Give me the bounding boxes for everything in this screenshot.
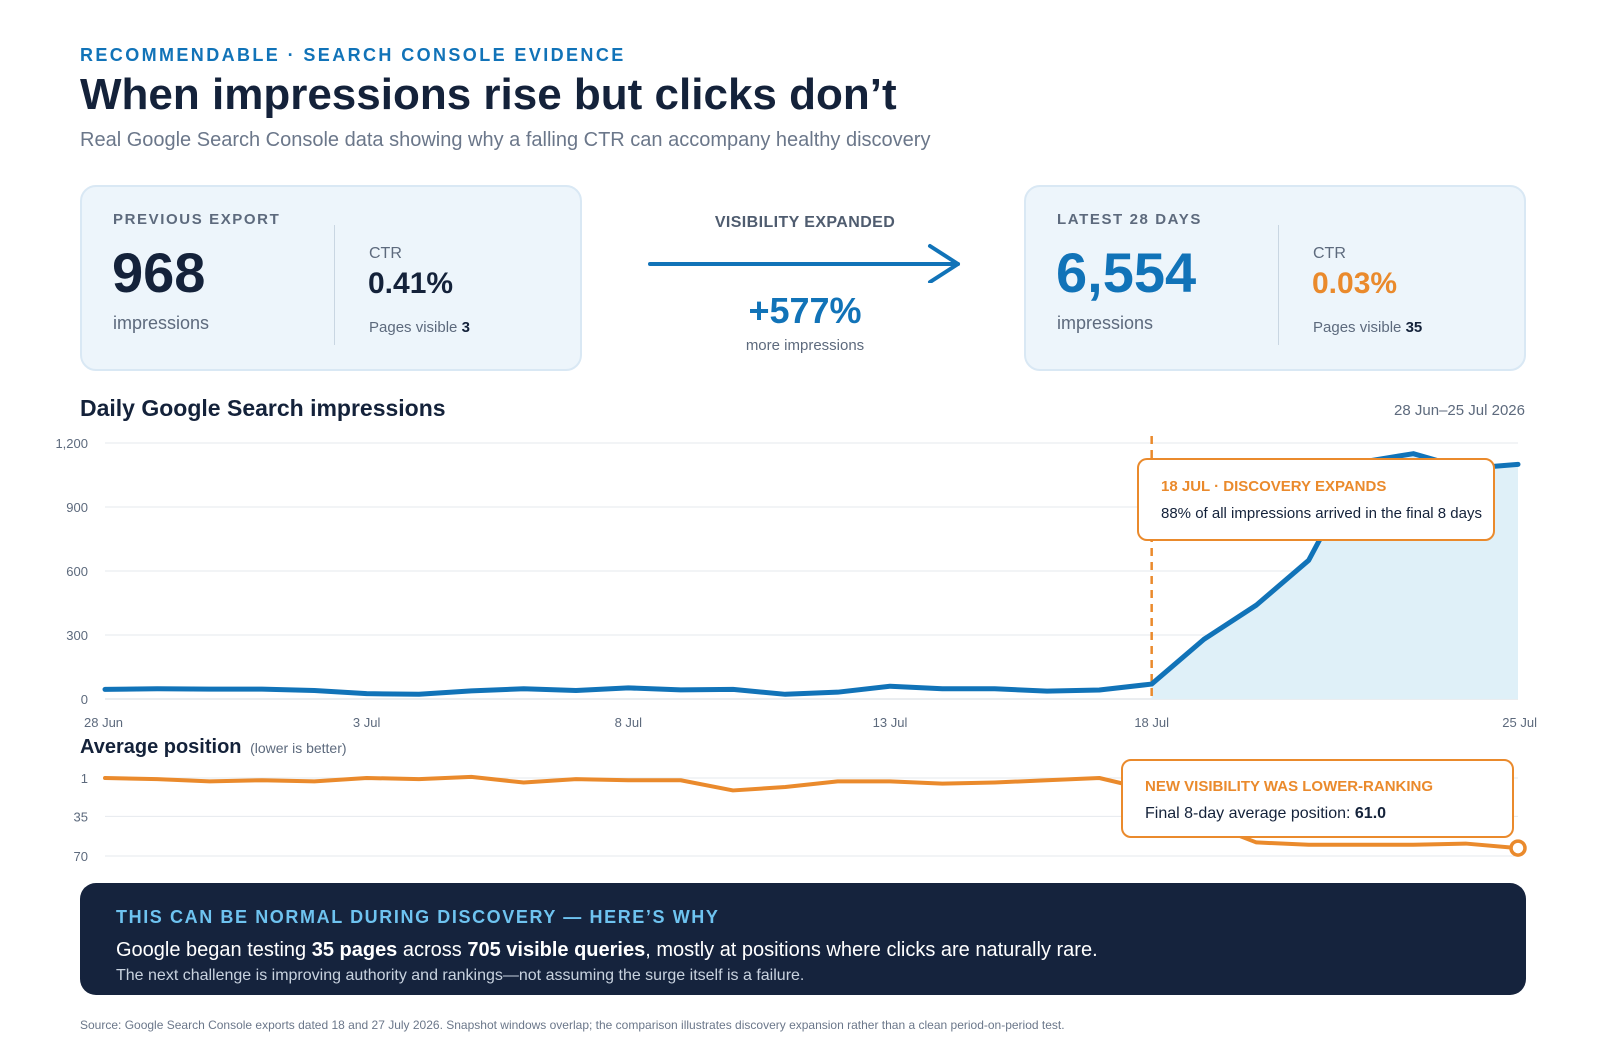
banner-main-mid: across	[397, 939, 468, 961]
impressions-y-tick-label: 1,200	[55, 436, 88, 451]
banner-queries-count: 705 visible queries	[467, 939, 646, 961]
banner-main-suffix: , mostly at positions where clicks are n…	[645, 939, 1098, 961]
impressions-x-tick-label: 25 Jul	[1502, 715, 1537, 730]
position-line	[103, 774, 1520, 851]
position-callout-value: 61.0	[1354, 805, 1387, 822]
impressions-x-tick-label: 3 Jul	[353, 715, 381, 730]
latest-pages-value: 35	[1405, 319, 1423, 336]
latest-ctr-label: CTR	[1313, 245, 1346, 262]
impressions-x-tick-label: 13 Jul	[873, 715, 908, 730]
impressions-date-range: 28 Jun–25 Jul 2026	[1394, 402, 1525, 419]
right-arrow-icon	[648, 244, 960, 283]
impressions-line	[102, 451, 1521, 697]
previous-impressions-unit: impressions	[113, 313, 210, 333]
previous-pages-label: Pages visible	[369, 319, 458, 336]
previous-label: PREVIOUS EXPORT	[113, 211, 281, 228]
impressions-y-tick-label: 600	[66, 564, 88, 579]
latest-pages-label: Pages visible	[1313, 319, 1402, 336]
banner-pages-count: 35 pages	[311, 939, 398, 961]
page-subtitle: Real Google Search Console data showing …	[80, 129, 931, 151]
latest-impressions: 6,554	[1056, 241, 1197, 304]
source-note: Source: Google Search Console exports da…	[80, 1018, 1065, 1032]
position-y-tick-label: 70	[74, 849, 88, 864]
banner-main-text: Google began testing 35 pages across 705…	[116, 939, 1098, 962]
charts-svg: 0 300 600 900 1,200 28 Jun 3 Jul 8 Jul 13 Jul 18 …	[55, 436, 1537, 864]
position-end-marker	[1509, 839, 1527, 857]
impressions-y-tick-label: 900	[66, 500, 88, 515]
impressions-x-tick-label: 28 Jun	[84, 715, 123, 730]
position-callout-heading: NEW VISIBILITY WAS LOWER-RANKING	[1145, 778, 1434, 795]
comparison-change-sub: more impressions	[745, 337, 865, 354]
impressions-y-tick-label: 0	[81, 692, 88, 707]
previous-pages-value: 3	[461, 319, 470, 336]
previous-ctr-label: CTR	[369, 245, 402, 262]
banner-sub-text: The next challenge is improving authorit…	[116, 967, 805, 984]
latest-impressions-unit: impressions	[1057, 313, 1154, 333]
previous-export-card: PREVIOUS EXPORT 968 impressions CTR 0.41…	[80, 185, 582, 371]
discovery-callout-text: 88% of all impressions arrived in the fi…	[1161, 505, 1482, 522]
impressions-x-tick-label: 18 Jul	[1134, 715, 1169, 730]
position-title-text: Average position	[80, 736, 242, 758]
previous-impressions: 968	[112, 241, 206, 304]
discovery-banner: THIS CAN BE NORMAL DURING DISCOVERY — HE…	[80, 883, 1526, 995]
card-divider	[1278, 225, 1279, 345]
latest-label: LATEST 28 DAYS	[1057, 211, 1202, 228]
discovery-callout-heading: 18 JUL · DISCOVERY EXPANDS	[1161, 478, 1387, 495]
page-title: When impressions rise but clicks don’t	[80, 70, 897, 119]
position-callout-label: Final 8-day average position:	[1145, 805, 1351, 822]
banner-main-prefix: Google began testing	[116, 939, 312, 961]
banner-heading: THIS CAN BE NORMAL DURING DISCOVERY — HE…	[116, 907, 720, 927]
comparison-label: VISIBILITY EXPANDED	[714, 214, 896, 231]
impressions-y-tick-label: 300	[66, 628, 88, 643]
previous-ctr-value: 0.41%	[368, 267, 454, 300]
latest-pages: Pages visible 35	[1313, 319, 1422, 336]
position-y-tick-label: 1	[81, 771, 88, 786]
position-chart-title: Average position (lower is better)	[80, 736, 347, 759]
previous-pages: Pages visible 3	[369, 319, 470, 336]
position-callout-text: Final 8-day average position: 61.0	[1145, 805, 1386, 823]
position-y-tick-label: 35	[74, 809, 88, 824]
card-divider	[334, 225, 335, 345]
latest-ctr-value: 0.03%	[1312, 267, 1398, 300]
eyebrow: RECOMMENDABLE · SEARCH CONSOLE EVIDENCE	[80, 45, 626, 65]
position-callout: NEW VISIBILITY WAS LOWER-RANKING Final 8…	[1121, 759, 1514, 838]
comparison-change: +577%	[748, 290, 862, 331]
impressions-chart-title: Daily Google Search impressions	[80, 395, 446, 421]
latest-28-days-card: LATEST 28 DAYS 6,554 impressions CTR 0.0…	[1024, 185, 1526, 371]
discovery-callout: 18 JUL · DISCOVERY EXPANDS 88% of all im…	[1137, 458, 1495, 541]
impressions-x-tick-label: 8 Jul	[615, 715, 643, 730]
position-title-note: (lower is better)	[250, 740, 347, 756]
